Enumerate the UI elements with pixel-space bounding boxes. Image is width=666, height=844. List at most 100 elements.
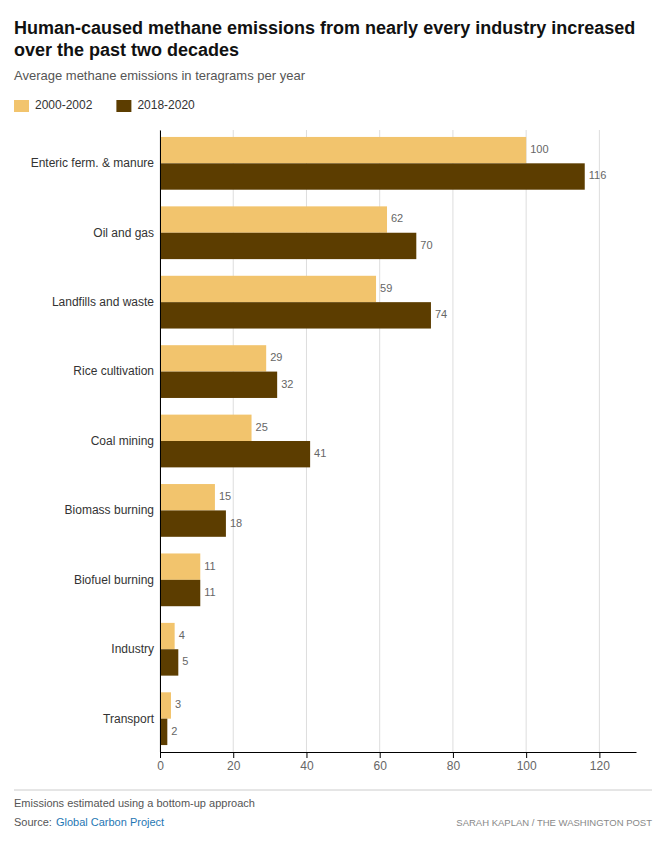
source: Global Carbon Project <box>56 816 164 828</box>
x-tick-mark <box>233 752 234 758</box>
title-line: Human-caused methane emissions from near… <box>14 18 635 38</box>
x-tick: 0 <box>157 752 164 773</box>
data-label: 15 <box>219 490 231 502</box>
data-label: 62 <box>391 212 403 224</box>
y-tick: Oil and gas <box>93 226 160 240</box>
data-label: 70 <box>420 239 432 251</box>
grid-line <box>599 130 600 752</box>
data-labels: 100 62 59 29 25 15 11 4 3 116 70 74 32 41 18 11 5 2 <box>171 143 606 737</box>
y-tick-label: Transport <box>103 712 155 726</box>
source-label: Source: <box>14 816 52 828</box>
grid-line <box>160 130 161 752</box>
bar <box>160 441 310 467</box>
data-label: 41 <box>314 447 326 459</box>
data-label: 18 <box>230 517 242 529</box>
x-tick-mark <box>380 752 381 758</box>
x-tick-label: 20 <box>227 759 241 773</box>
x-tick: 20 <box>227 752 241 773</box>
y-tick-label: Rice cultivation <box>73 364 154 378</box>
x-tick-mark <box>306 752 307 758</box>
y-tick: Biomass burning <box>65 503 160 517</box>
x-tick-label: 0 <box>157 759 164 773</box>
y-tick-label: Biofuel burning <box>74 573 154 587</box>
legend-swatch <box>116 100 131 112</box>
y-tick: Rice cultivation <box>73 364 160 378</box>
x-tick-label: 120 <box>590 759 610 773</box>
byline: SARAH KAPLAN / THE WASHINGTON POST <box>456 817 652 828</box>
data-label: 11 <box>204 560 215 572</box>
bar <box>160 553 200 579</box>
y-tick: Coal mining <box>91 434 160 448</box>
x-tick: 100 <box>517 752 537 773</box>
bar <box>160 137 526 163</box>
chart: Human-caused methane emissions from near… <box>0 0 666 844</box>
legend: 2000-2002 2018-2020 <box>14 98 195 112</box>
y-axis-line <box>160 131 161 753</box>
title-line: over the past two decades <box>14 40 239 60</box>
bar <box>160 345 266 371</box>
title: Human-caused methane emissions from near… <box>14 18 635 60</box>
legend-label: 2018-2020 <box>137 98 195 112</box>
bar <box>160 415 252 441</box>
x-tick-mark <box>160 752 161 758</box>
y-tick: Enteric ferm. & manure <box>31 156 160 170</box>
grid <box>160 130 599 752</box>
x-tick: 40 <box>300 752 314 773</box>
data-label: 29 <box>270 351 282 363</box>
y-tick: Landfills and waste <box>52 295 160 309</box>
data-label: 2 <box>171 725 177 737</box>
bar <box>160 649 178 675</box>
data-label: 100 <box>530 143 548 155</box>
bar <box>160 692 171 718</box>
x-axis-line <box>161 752 637 753</box>
bar <box>160 719 167 745</box>
y-tick-label: Biomass burning <box>65 503 154 517</box>
bar <box>160 302 431 328</box>
x-tick-mark <box>599 752 600 758</box>
bar <box>160 206 387 232</box>
bar <box>160 372 277 398</box>
y-tick: Biofuel burning <box>74 573 160 587</box>
bar <box>160 623 175 649</box>
x-axis: 0 20 40 60 80 100 120 <box>157 752 636 773</box>
bar <box>160 233 416 259</box>
x-tick: 120 <box>590 752 610 773</box>
x-tick-label: 40 <box>300 759 314 773</box>
y-tick-label: Oil and gas <box>93 226 154 240</box>
legend-swatch <box>14 100 29 112</box>
x-tick-label: 60 <box>374 759 388 773</box>
y-tick: Industry <box>111 642 160 656</box>
data-label: 25 <box>256 421 268 433</box>
bar <box>160 276 376 302</box>
data-label: 74 <box>435 308 447 320</box>
y-tick-label: Landfills and waste <box>52 295 154 309</box>
data-label: 116 <box>589 169 607 181</box>
x-tick: 60 <box>374 752 388 773</box>
bar <box>160 580 200 606</box>
x-tick-label: 100 <box>517 759 537 773</box>
footnote: Emissions estimated using a bottom-up ap… <box>14 797 255 809</box>
y-tick-label: Industry <box>111 642 154 656</box>
grid-line <box>526 130 527 752</box>
footer-rule <box>14 790 652 791</box>
y-axis: Enteric ferm. & manure Oil and gas Landfil… <box>31 131 161 753</box>
bar <box>160 484 215 510</box>
data-label: 11 <box>204 586 215 598</box>
y-tick-label: Enteric ferm. & manure <box>31 156 155 170</box>
x-tick-label: 80 <box>447 759 461 773</box>
data-label: 4 <box>179 629 185 641</box>
y-tick: Transport <box>103 712 160 726</box>
data-label: 3 <box>175 698 181 710</box>
subtitle: Average methane emissions in teragrams p… <box>14 68 306 83</box>
data-label: 59 <box>380 282 392 294</box>
x-tick: 80 <box>447 752 461 773</box>
grid-line <box>452 130 453 752</box>
data-label: 32 <box>281 378 293 390</box>
legend-label: 2000-2002 <box>35 98 93 112</box>
y-tick-label: Coal mining <box>91 434 154 448</box>
x-tick-mark <box>526 752 527 758</box>
x-tick-mark <box>453 752 454 758</box>
bar <box>160 163 585 189</box>
bars <box>160 137 585 745</box>
data-label: 5 <box>182 655 188 667</box>
